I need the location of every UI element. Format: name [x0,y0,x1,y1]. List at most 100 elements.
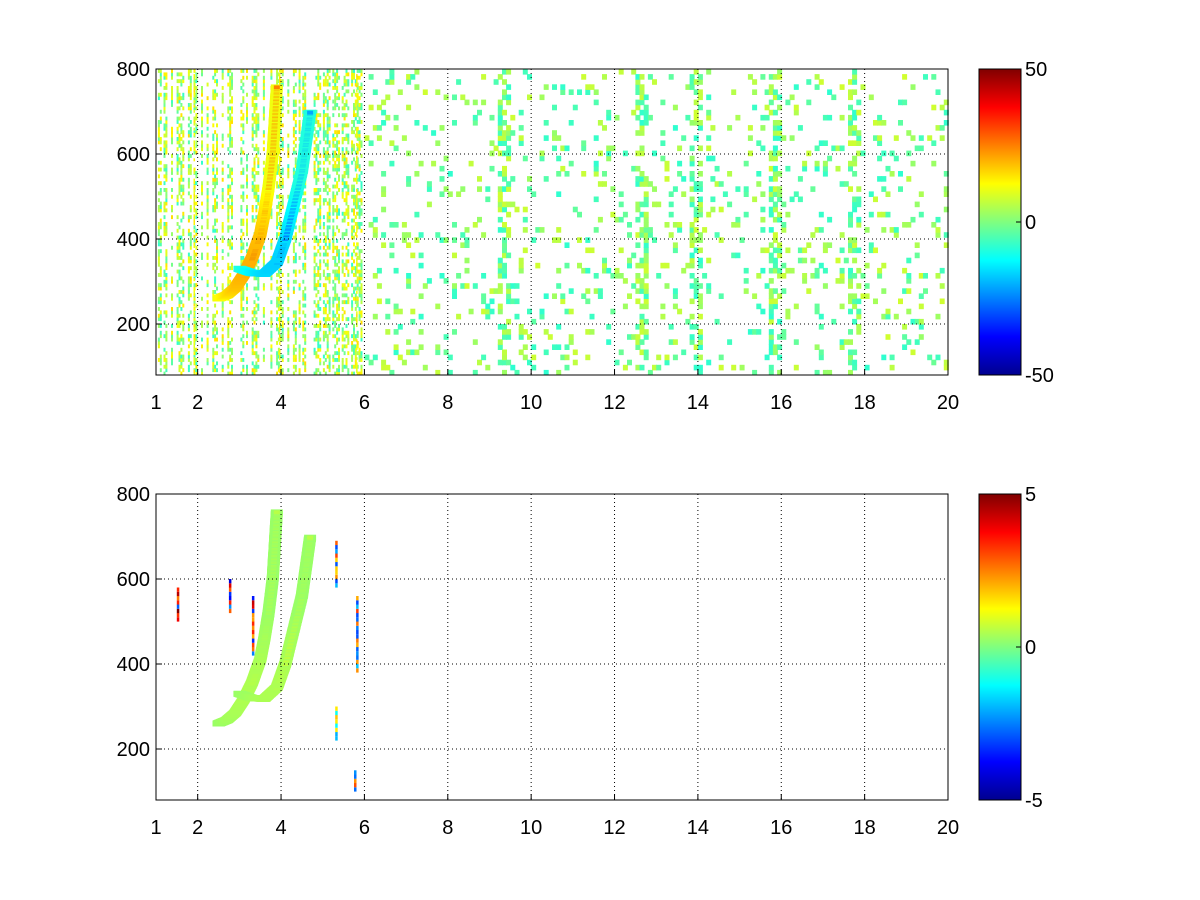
noise-cell [206,293,209,298]
noise-cell [216,79,218,84]
noise-cell [522,354,528,361]
noise-cell [332,228,335,233]
noise-cell [873,247,878,254]
noise-cell [176,140,179,145]
noise-cell [353,89,355,94]
noise-cell [304,99,307,104]
noise-cell [281,171,284,175]
noise-cell [216,194,218,199]
noise-cell [341,334,344,339]
noise-cell [506,329,512,335]
noise-cell [279,181,282,186]
noise-cell [356,133,359,138]
noise-cell [182,96,185,101]
noise-cell [760,125,766,131]
noise-cell [336,86,339,90]
noise-cell [242,218,245,223]
noise-cell [356,199,358,203]
noise-cell [347,300,350,305]
noise-cell [231,120,233,124]
noise-cell [292,256,295,260]
noise-cell [631,252,637,259]
noise-cell [313,276,316,281]
noise-cell [287,337,290,342]
noise-cell [276,205,279,209]
noise-cell [351,347,354,352]
noise-cell [242,167,245,172]
noise-cell [294,327,297,332]
noise-cell [627,334,632,340]
noise-cell [187,123,190,128]
noise-cell [351,160,354,165]
noise-cell [334,245,337,250]
noise-cell [931,359,937,366]
noise-cell [697,171,703,177]
noise-cell [279,286,282,291]
noise-cell [255,154,258,158]
noise-cell [276,341,279,345]
noise-cell [356,191,359,196]
noise-cell [606,145,612,152]
noise-cell [360,201,363,206]
noise-cell [240,290,243,294]
noise-cell [281,96,284,101]
noise-cell [789,94,795,101]
noise-cell [298,269,301,274]
noise-cell [472,120,478,126]
noise-cell [246,320,248,325]
noise-cell [189,361,192,366]
noise-cell [772,303,778,310]
noise-cell [589,313,595,320]
noise-cell [364,354,370,361]
noise-cell [368,74,374,80]
noise-cell [313,99,316,104]
noise-cell [706,211,712,218]
noise-cell [229,358,232,362]
noise-cell [848,216,853,223]
noise-cell [315,252,318,257]
noise-cell [497,344,503,350]
noise-cell [221,283,224,288]
noise-cell [276,327,279,332]
noise-cell [262,171,265,175]
noise-cell [918,293,924,299]
noise-cell [315,330,318,335]
noise-cell [193,369,195,373]
noise-cell [171,86,173,90]
noise-cell [193,313,195,317]
noise-cell [287,164,290,169]
noise-cell [827,155,833,162]
noise-cell [206,181,209,186]
noise-cell [251,327,254,332]
noise-cell [668,191,674,197]
noise-cell [317,188,320,192]
noise-cell [262,69,265,73]
noise-cell [336,307,339,311]
noise-cell [287,256,290,260]
noise-cell [187,218,190,223]
noise-cell [460,283,466,289]
noise-cell [852,206,858,213]
noise-cell [206,211,209,216]
noise-cell [768,196,774,203]
noise-cell [246,181,248,186]
noise-cell [216,228,218,233]
noise-cell [353,344,355,349]
noise-cell [735,114,741,121]
noise-cell [279,337,282,342]
noise-cell [606,267,612,274]
noise-cell [178,72,181,77]
noise-cell [381,206,387,213]
noise-cell [338,147,340,152]
noise-cell [564,308,570,315]
noise-cell [298,351,301,356]
noise-cell [697,283,703,289]
noise-cell [315,313,318,318]
noise-cell [281,177,284,182]
noise-cell [246,116,248,121]
noise-cell [877,211,883,218]
noise-cell [240,300,243,305]
noise-cell [354,99,357,104]
noise-cell [881,313,887,320]
noise-cell [848,79,853,85]
